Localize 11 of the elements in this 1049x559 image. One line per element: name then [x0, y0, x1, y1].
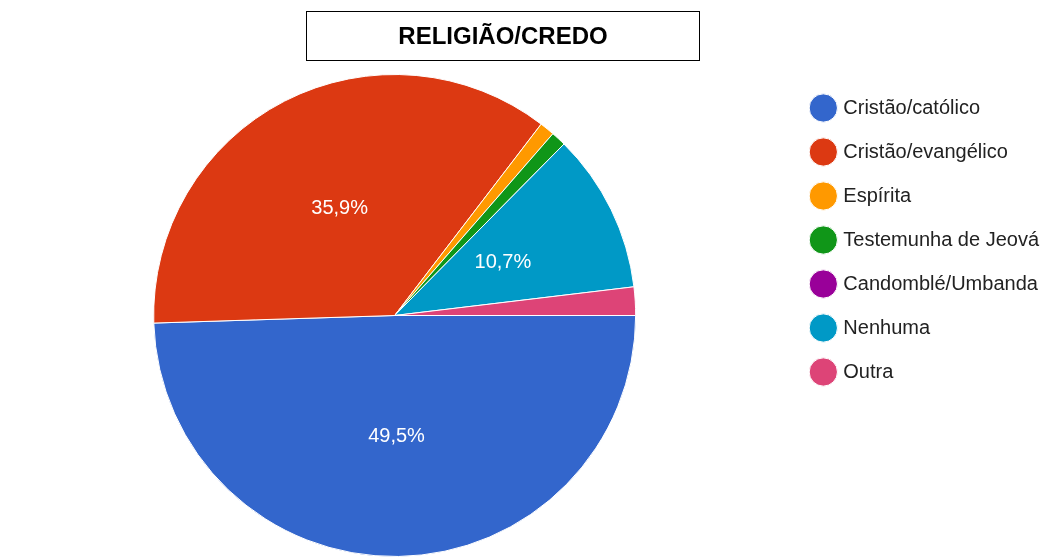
- legend-label: Espírita: [843, 183, 912, 206]
- legend-label: Outra: [843, 359, 895, 382]
- data-label: 49,5%: [368, 423, 426, 446]
- legend-label: Cristão/católico: [843, 95, 981, 118]
- legend-label: Cristão/evangélico: [843, 139, 1008, 162]
- data-label: 10,7%: [474, 250, 532, 272]
- legend-label: Candomblé/Umbanda: [843, 271, 1039, 294]
- legend-label: Testemunha de Jeová: [843, 227, 1040, 250]
- data-label: 35,9%: [311, 195, 369, 218]
- chart-title: RELIGIÃO/CREDO: [306, 11, 700, 61]
- legend-label: Nenhuma: [843, 315, 931, 338]
